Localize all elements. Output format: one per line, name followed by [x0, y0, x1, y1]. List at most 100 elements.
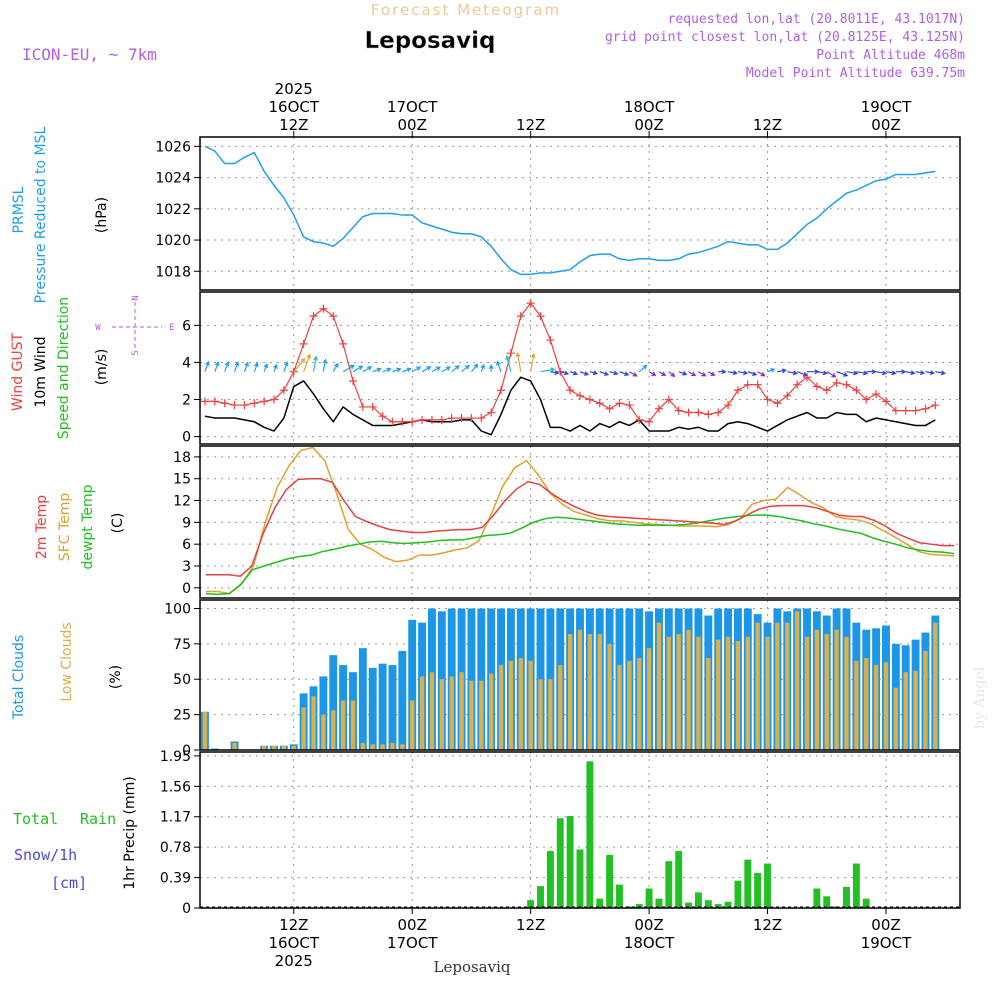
wind-direction-arrow — [488, 364, 494, 372]
low-clouds-bar — [321, 714, 326, 750]
wind-direction-arrow — [515, 351, 522, 372]
bottom-time-label: 12Z — [753, 916, 782, 934]
wind-direction-arrow — [421, 366, 432, 373]
wind-compass: N S W E — [95, 295, 174, 355]
precip-total-label: Total — [13, 810, 58, 828]
low-clouds-bar — [340, 700, 346, 750]
wind-direction-arrow — [461, 364, 470, 373]
low-clouds-bar — [893, 687, 899, 750]
wind-direction-arrow — [816, 370, 828, 376]
wind-gust-marker — [704, 410, 713, 419]
low-clouds-bar — [429, 672, 435, 750]
y-tick-label: 1024 — [155, 171, 191, 187]
bottom-time-label: 19OCT — [861, 934, 912, 952]
wind-direction-arrow — [362, 366, 373, 373]
precip-bar — [675, 851, 683, 908]
low-clouds-bar — [281, 745, 287, 750]
wind-direction-arrow — [915, 370, 926, 376]
wind-direction-arrow — [648, 371, 657, 376]
wind-direction-arrow — [589, 370, 599, 376]
panel-frame — [199, 445, 961, 599]
low-clouds-bar — [479, 680, 484, 750]
wind-gust-marker — [664, 395, 673, 404]
wind-direction-arrow — [698, 371, 707, 377]
wind-direction-arrow — [807, 369, 820, 375]
point-altitude: Point Altitude 468m — [816, 48, 965, 63]
low-clouds-bar — [637, 658, 642, 750]
wind-gust-marker — [230, 401, 239, 410]
wind-gust-marker — [862, 395, 871, 404]
y-tick-label: 50 — [173, 672, 191, 688]
wind-direction-arrow — [303, 353, 311, 372]
compass-south: S — [131, 350, 141, 355]
wind-gust-marker — [595, 399, 604, 408]
wind-direction-arrow — [480, 363, 485, 372]
wind-gust-marker — [763, 395, 772, 404]
wind-direction-arrow — [905, 370, 916, 376]
wind-gust-marker — [339, 339, 348, 348]
bottom-time-label: 16OCT — [269, 934, 320, 952]
low-clouds-bar — [903, 672, 908, 750]
wind-gust-marker — [783, 391, 792, 400]
wind-direction-arrow — [204, 360, 210, 372]
low-clouds-bar — [735, 641, 741, 750]
precip-bar — [714, 904, 722, 908]
low-clouds-bar — [508, 660, 514, 750]
wind-direction-arrow — [530, 352, 536, 372]
total-clouds-bar — [536, 608, 545, 750]
wind-gust-marker — [260, 397, 269, 406]
y-tick-label: 25 — [173, 708, 191, 724]
model-altitude: Model Point Altitude 639.75m — [746, 66, 965, 81]
low-clouds-bar — [538, 679, 543, 750]
low-clouds-bar — [666, 636, 672, 750]
wind-gust-marker — [408, 417, 417, 426]
dewpt-temp-line — [205, 514, 955, 596]
wind-direction-arrow — [767, 368, 776, 373]
low-clouds-bar — [488, 673, 494, 750]
pressure-series-line — [204, 145, 936, 276]
low-clouds-bar — [775, 622, 780, 750]
precip-bar — [635, 904, 643, 908]
low-clouds-bar — [587, 633, 593, 750]
low-clouds-bar — [390, 742, 395, 750]
pressure-panel: 1018 1020 1022 1024 1026 — [155, 136, 961, 291]
y-tick-label: 6 — [182, 537, 191, 553]
low-clouds-bar — [923, 650, 928, 750]
low-clouds-bar — [696, 636, 701, 750]
precip-bar — [586, 761, 594, 908]
y-tick-label: 3 — [182, 559, 191, 575]
low-clouds-bar — [548, 679, 553, 750]
y-tick-label: 15 — [173, 472, 191, 488]
panel-frame — [199, 751, 961, 909]
top-time-label: 12Z — [516, 116, 545, 134]
wind-direction-arrow — [629, 371, 638, 377]
bottom-time-label: 2025 — [275, 952, 313, 970]
wind-direction-arrow — [826, 371, 837, 378]
precip-bar — [754, 872, 762, 908]
wind-gust-marker — [378, 412, 387, 421]
low-clouds-bar — [498, 665, 504, 750]
wind-direction-arrow — [747, 371, 758, 376]
wind-direction-arrow — [796, 371, 809, 377]
requested-coords: requested lon,lat (20.8011E, 43.1017N) — [668, 12, 965, 27]
model-label: ICON-EU, ~ 7km — [22, 45, 157, 64]
wind-direction-arrow — [678, 371, 688, 376]
wind-direction-arrow — [372, 367, 382, 373]
wind-gust-marker — [654, 404, 663, 413]
wind-gust-marker — [753, 380, 762, 389]
low-clouds-bar — [350, 700, 356, 750]
wind-gust-marker — [536, 312, 545, 321]
low-clouds-bar — [656, 622, 662, 750]
low-clouds-bar — [291, 745, 296, 750]
y-tick-label: 1.17 — [160, 810, 191, 826]
low-clouds-bar — [834, 629, 839, 750]
sfc-temp-label: SFC Temp — [57, 493, 73, 562]
low-clouds-bar — [725, 636, 731, 750]
top-time-label: 16OCT — [269, 98, 320, 116]
precip-bar — [556, 818, 564, 908]
low-clouds-bar — [617, 665, 622, 750]
y-tick-label: 1022 — [155, 202, 191, 218]
panel-frame — [199, 291, 961, 445]
wind-gust-marker — [309, 312, 318, 321]
